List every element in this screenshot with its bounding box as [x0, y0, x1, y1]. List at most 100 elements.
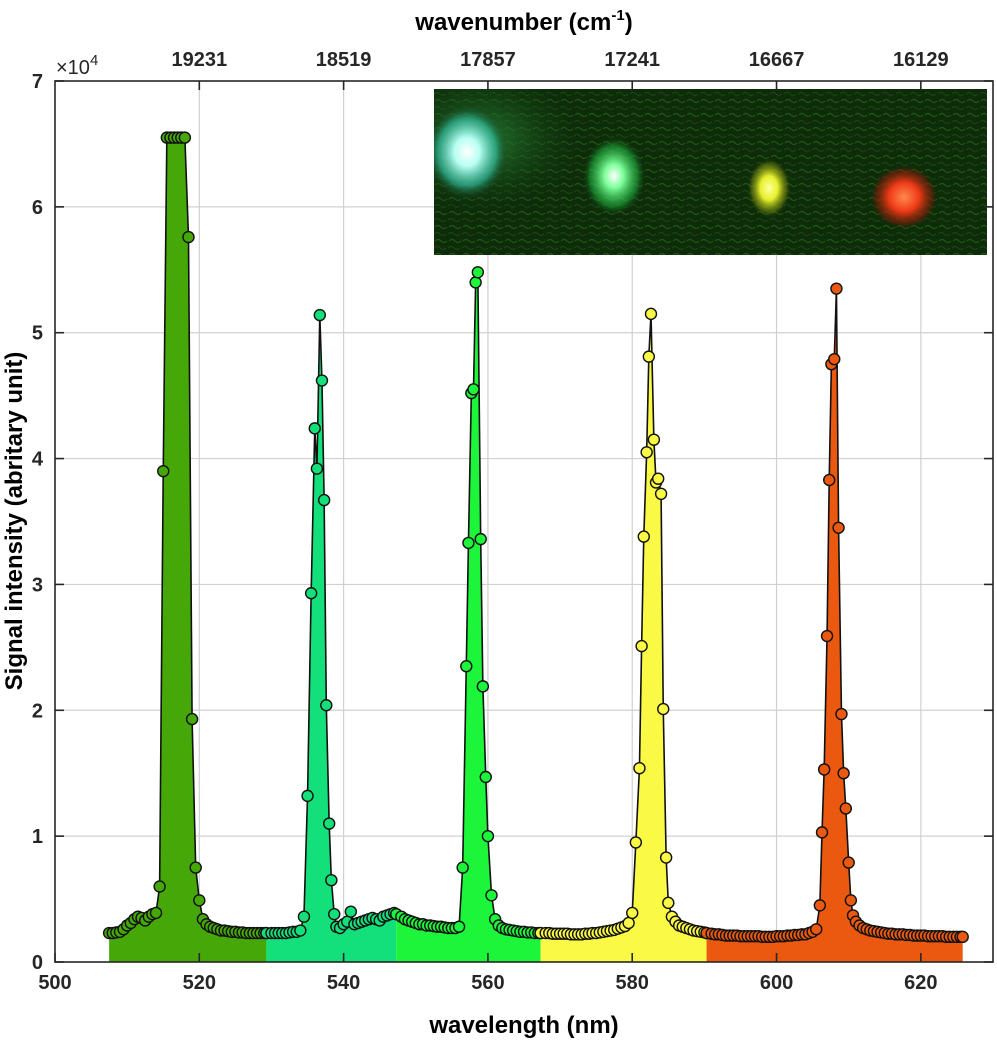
data-point: [456, 861, 469, 874]
data-point: [654, 487, 668, 501]
data-point: [452, 920, 466, 933]
x2-tick-label: 17241: [604, 49, 660, 71]
data-point: [659, 851, 673, 864]
data-markers: [102, 131, 969, 944]
data-point: [820, 629, 834, 643]
data-point: [835, 707, 848, 721]
data-point: [182, 230, 195, 244]
data-point: [956, 930, 969, 944]
data-point: [837, 767, 850, 780]
data-point: [474, 532, 487, 546]
y-tick-label: 5: [32, 323, 43, 345]
data-point: [301, 789, 314, 803]
data-point: [662, 896, 675, 910]
data-point: [325, 873, 338, 887]
y-tick-label: 3: [32, 574, 43, 596]
x2-tick-label: 16667: [749, 49, 805, 71]
data-point: [467, 383, 480, 396]
data-point: [640, 446, 653, 459]
data-point: [320, 699, 333, 712]
x-tick-label: 520: [183, 972, 216, 994]
series-area: [396, 272, 541, 962]
data-point: [297, 910, 311, 923]
data-point: [157, 464, 170, 478]
y-exponent: ×104: [56, 52, 98, 79]
data-point: [485, 889, 498, 902]
data-point: [828, 352, 841, 366]
y-tick-label: 7: [32, 71, 43, 93]
data-point: [813, 899, 827, 912]
data-point: [633, 761, 646, 775]
data-point: [344, 905, 358, 918]
data-point: [815, 826, 829, 839]
data-point: [622, 916, 635, 930]
data-point: [153, 880, 166, 893]
data-point: [644, 307, 658, 321]
data-point: [317, 493, 331, 507]
data-point: [823, 473, 836, 487]
data-point: [652, 472, 665, 485]
data-point: [817, 763, 831, 776]
data-point: [460, 660, 473, 673]
x2-tick-label: 17857: [460, 49, 516, 71]
x2-axis-title: wavenumber (cm-1): [414, 7, 632, 36]
x-tick-label: 560: [471, 972, 504, 994]
inset-photo: [434, 89, 987, 255]
x2-tick-label: 16129: [893, 49, 949, 71]
data-point: [313, 308, 327, 322]
data-point: [844, 894, 858, 907]
series-area: [109, 137, 267, 962]
y-tick-labels: 0 1 2 3 4 5 6 7: [32, 71, 44, 974]
data-point: [481, 829, 495, 843]
data-point: [328, 907, 341, 921]
y-tick-label: 4: [32, 449, 44, 471]
data-point: [185, 712, 199, 726]
data-point: [294, 924, 307, 937]
x-tick-label: 580: [616, 972, 649, 994]
data-point: [471, 266, 485, 279]
x2-tick-label: 19231: [171, 49, 227, 71]
x-tick-label: 540: [327, 972, 360, 994]
data-point: [479, 770, 492, 784]
data-point: [626, 906, 639, 920]
data-point: [149, 906, 163, 920]
y-tick-label: 1: [32, 826, 43, 848]
spectrum-fills: [109, 137, 963, 963]
x2-tick-labels: 19231 18519 17857 17241 16667 16129: [171, 49, 948, 71]
data-point: [315, 374, 329, 387]
y-tick-label: 0: [32, 952, 43, 974]
series-area: [706, 288, 963, 962]
data-point: [178, 131, 192, 144]
x-tick-label: 600: [760, 972, 793, 994]
data-point: [635, 639, 648, 653]
x2-tick-label: 18519: [316, 49, 372, 71]
data-point: [839, 802, 853, 815]
data-point: [810, 923, 823, 936]
data-point: [476, 680, 490, 693]
data-point: [469, 276, 482, 289]
y-tick-label: 2: [32, 700, 43, 722]
data-point: [462, 536, 475, 550]
x-tick-label: 500: [38, 972, 71, 994]
data-point: [832, 521, 845, 534]
data-point: [304, 587, 318, 600]
data-point: [647, 433, 661, 446]
data-point: [637, 530, 650, 543]
y-tick-label: 6: [32, 197, 43, 219]
data-point: [830, 282, 843, 295]
x-axis-title: wavelength (nm): [428, 1012, 618, 1039]
data-point: [308, 422, 321, 435]
data-point: [842, 856, 855, 869]
data-point: [657, 702, 670, 716]
axes-frame: [54, 80, 994, 963]
x-tick-labels: 500 520 540 560 580 600 620: [38, 972, 937, 994]
data-point: [629, 836, 643, 849]
y-axis-title: Signal intensity (abritary unit): [1, 352, 28, 691]
data-point: [310, 462, 324, 475]
data-point: [322, 817, 336, 830]
data-point: [642, 350, 656, 363]
axis-ticks: [54, 80, 993, 963]
data-point: [193, 894, 206, 907]
data-point: [189, 861, 202, 874]
